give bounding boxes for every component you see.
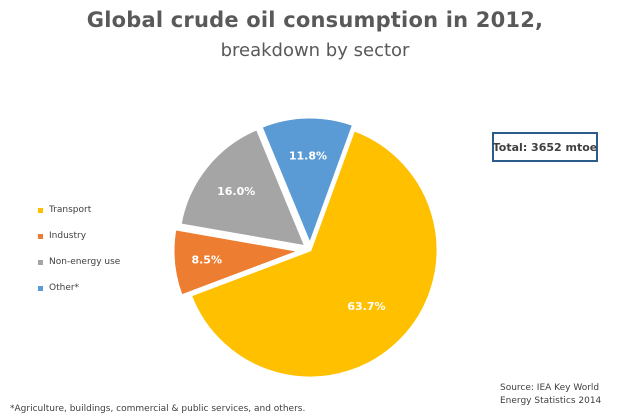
- legend-swatch-transport: [38, 207, 43, 213]
- chart-title: Global crude oil consumption in 2012,: [86, 8, 544, 32]
- pie-data-label: 8.5%: [191, 254, 222, 267]
- footnote: *Agriculture, buildings, commercial & pu…: [10, 404, 306, 414]
- pie-data-label: 16.0%: [217, 185, 255, 198]
- legend-item-industry: Industry: [38, 230, 86, 242]
- source-note: Source: IEA Key World Energy Statistics …: [500, 382, 625, 408]
- pie-data-label: 63.7%: [347, 300, 385, 313]
- legend-item-transport: Transport: [38, 204, 91, 216]
- source-line: Energy Statistics 2014: [500, 396, 602, 406]
- legend-label-industry: Industry: [49, 231, 87, 241]
- legend-label-transport: Transport: [49, 205, 92, 215]
- legend-label-non-energy-use: Non-energy use: [49, 257, 121, 267]
- chart-subtitle: breakdown by sector: [220, 40, 410, 61]
- pie-slice-other: [259, 115, 356, 247]
- legend-swatch-other: [38, 285, 43, 291]
- pie-data-label: 11.8%: [289, 149, 327, 162]
- legend-swatch-non-energy-use: [38, 259, 43, 265]
- total-label: Total: 3652 mtoe: [492, 132, 598, 162]
- legend-swatch-industry: [38, 233, 43, 239]
- pie-slice-industry: [171, 227, 303, 298]
- legend-label-other: Other*: [49, 283, 80, 293]
- pie-slice-non-energy-use: [178, 127, 308, 249]
- pie-slice-transport: [188, 128, 440, 380]
- legend-item-non-energy-use: Non-energy use: [38, 256, 120, 268]
- source-line: Source: IEA Key World: [500, 383, 600, 393]
- legend-item-other: Other*: [38, 282, 79, 294]
